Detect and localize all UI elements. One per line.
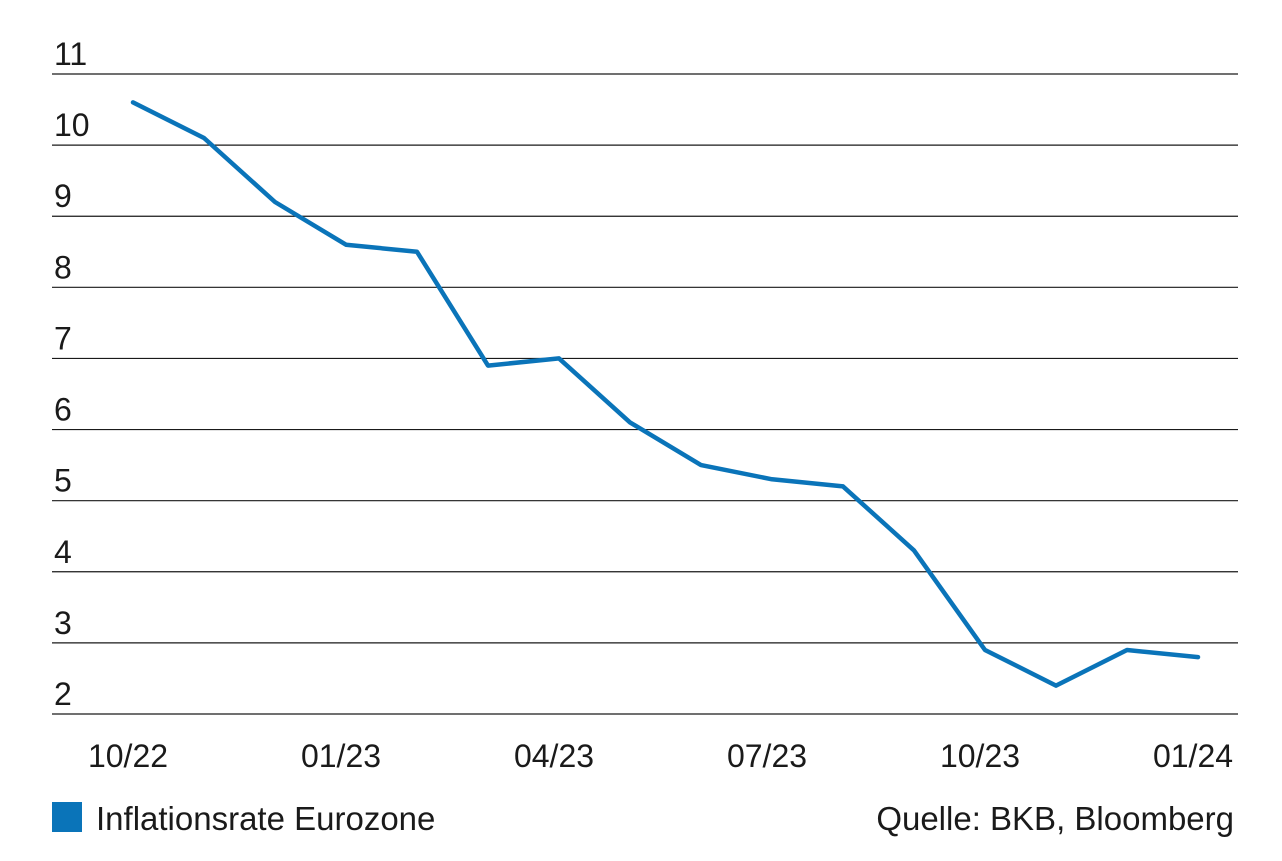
source-note: Quelle: BKB, Bloomberg xyxy=(876,800,1234,837)
y-tick-label: 6 xyxy=(54,392,72,428)
y-tick-label: 9 xyxy=(54,178,72,214)
y-tick-label: 4 xyxy=(54,534,72,570)
y-axis-ticks: 2 3 4 5 6 7 8 9 10 11 xyxy=(54,36,90,712)
legend-label: Inflationsrate Eurozone xyxy=(96,800,435,837)
series-layer xyxy=(130,100,1201,688)
x-tick-label: 07/23 xyxy=(727,738,807,774)
x-tick-label: 04/23 xyxy=(514,738,594,774)
legend-swatch xyxy=(52,802,82,832)
y-tick-label: 2 xyxy=(54,676,72,712)
y-tick-label: 11 xyxy=(54,36,87,72)
y-tick-label: 5 xyxy=(54,463,72,499)
x-tick-label: 10/23 xyxy=(940,738,1020,774)
series-line-inflationsrate-eurozone xyxy=(130,100,1201,688)
x-tick-label: 01/23 xyxy=(301,738,381,774)
y-tick-label: 7 xyxy=(54,320,72,356)
x-tick-label: 01/24 xyxy=(1153,738,1233,774)
y-tick-label: 8 xyxy=(54,249,72,285)
y-tick-label: 10 xyxy=(54,107,90,143)
y-tick-label: 3 xyxy=(54,605,72,641)
x-axis-ticks: 10/22 01/23 04/23 07/23 10/23 01/24 xyxy=(88,738,1233,774)
x-tick-label: 10/22 xyxy=(88,738,168,774)
grid-lines xyxy=(52,73,1238,715)
